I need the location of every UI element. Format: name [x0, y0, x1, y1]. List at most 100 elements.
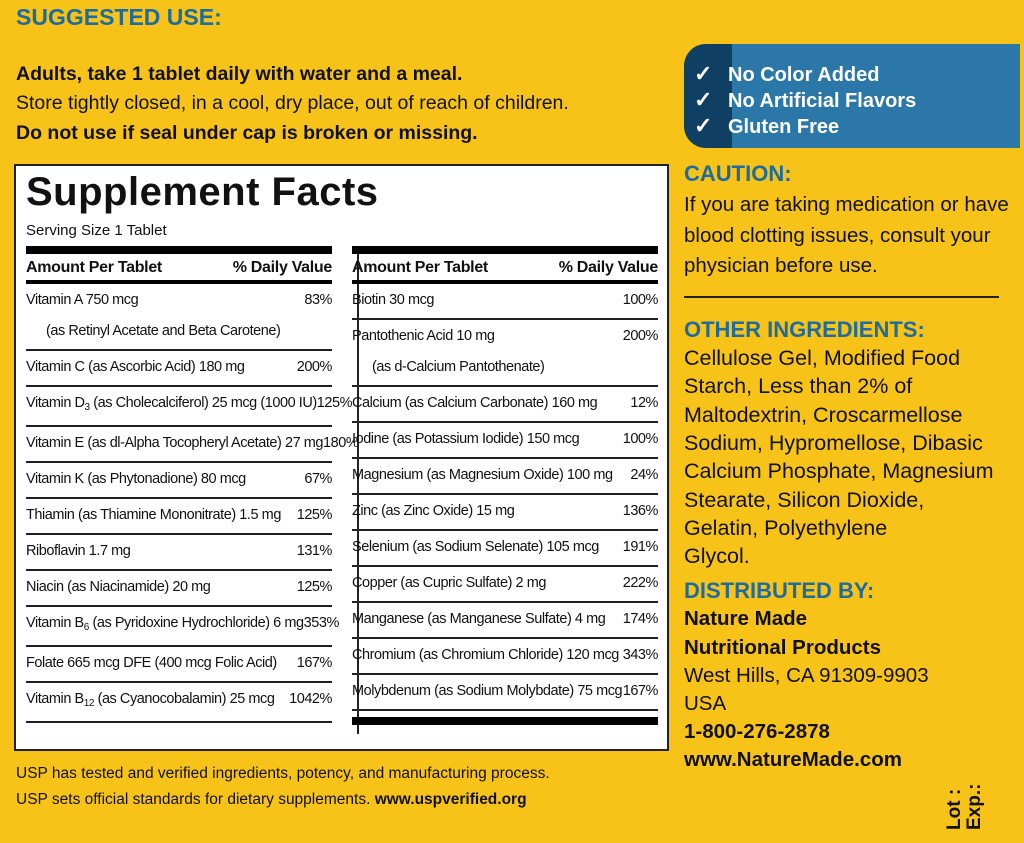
daily-value: 131%	[296, 543, 333, 559]
nutrient-text: Selenium (as Sodium Selenate) 105 mcg	[352, 539, 599, 555]
claim-no-flavors: ✓ No Artificial Flavors	[694, 87, 916, 113]
nutrient-name: Folate 665 mcg DFE (400 mcg Folic Acid)	[26, 655, 277, 672]
nutrient-text: Zinc (as Zinc Oxide) 15 mg	[352, 503, 515, 519]
daily-value: 100%	[622, 292, 659, 308]
daily-value: 200%	[622, 328, 659, 344]
nutrient-text-cont: (as Cyanocobalamin) 25 mcg	[93, 691, 275, 707]
ingredient-line: Maltodextrin, Croscarmellose	[684, 402, 963, 427]
ingredient-line: Gelatin, Polyethylene	[684, 515, 888, 540]
daily-value: 100%	[622, 431, 659, 447]
daily-value: 174%	[622, 611, 659, 627]
ingredient-line: Glycol.	[684, 544, 750, 569]
nutrient-name: Niacin (as Niacinamide) 20 mg	[26, 579, 211, 596]
table-header: Amount Per Tablet % Daily Value	[26, 254, 332, 280]
claim-no-color: ✓ No Color Added	[694, 61, 879, 87]
distributed-by-heading: DISTRIBUTED BY:	[684, 578, 875, 603]
nutrient-name: Selenium (as Sodium Selenate) 105 mcg	[352, 539, 599, 556]
other-ingredients-heading: OTHER INGREDIENTS:	[684, 317, 925, 342]
serving-size: Serving Size 1 Tablet	[26, 222, 167, 239]
checkmark-icon: ✓	[694, 113, 713, 138]
nutrient-text: Chromium (as Chromium Chloride) 120 mcg	[352, 647, 619, 663]
nutrient-name: Riboflavin 1.7 mg	[26, 543, 131, 560]
nutrient-text: Calcium (as Calcium Carbonate) 160 mg	[352, 395, 598, 411]
nutrient-name: Magnesium (as Magnesium Oxide) 100 mg	[352, 467, 613, 484]
daily-value: 125%	[296, 579, 333, 595]
nutrient-text: Niacin (as Niacinamide) 20 mg	[26, 579, 211, 595]
nutrient-name: Vitamin C (as Ascorbic Acid) 180 mg	[26, 359, 245, 376]
nutrient-row: Chromium (as Chromium Chloride) 120 mcg 3…	[352, 639, 658, 675]
nutrient-text: Magnesium (as Magnesium Oxide) 100 mg	[352, 467, 613, 483]
nutrient-row: Vitamin B12 (as Cyanocobalamin) 25 mcg 10…	[26, 683, 332, 723]
end-rule	[352, 717, 658, 725]
nutrient-row: Vitamin C (as Ascorbic Acid) 180 mg 200%	[26, 351, 332, 387]
nutrient-text-cont: (as Cholecalciferol) 25 mcg (1000 IU)	[89, 395, 317, 411]
nutrient-row: Vitamin A 750 mcg (as Retinyl Acetate and…	[26, 284, 332, 351]
ingredient-line: Stearate, Silicon Dioxide,	[684, 487, 925, 512]
nutrient-name: Chromium (as Chromium Chloride) 120 mcg	[352, 647, 619, 664]
website-link[interactable]: www.NatureMade.com	[684, 748, 902, 771]
subscript: 6	[83, 622, 90, 633]
lot-exp-stamp: Lot : Exp.:	[944, 784, 985, 830]
nutrient-text: Vitamin C (as Ascorbic Acid) 180 mg	[26, 359, 245, 375]
nutrient-text: Manganese (as Manganese Sulfate) 4 mg	[352, 611, 606, 627]
nutrient-text: Thiamin (as Thiamine Mononitrate) 1.5 mg	[26, 507, 281, 523]
nutrient-row: Biotin 30 mcg 100%	[352, 284, 658, 320]
amount-header: Amount Per Tablet	[352, 259, 488, 276]
daily-value: 167%	[296, 655, 333, 671]
daily-value: 1042%	[289, 691, 332, 707]
nutrient-name: Vitamin E (as dl-Alpha Tocopheryl Acetat…	[26, 435, 323, 452]
nutrient-row: Calcium (as Calcium Carbonate) 160 mg 12%	[352, 387, 658, 423]
claims-badge: ✓ No Color Added ✓ No Artificial Flavors ✓…	[684, 44, 1020, 148]
divider	[684, 296, 999, 298]
nutrient-text: Vitamin D	[26, 395, 85, 411]
nutrient-row: Zinc (as Zinc Oxide) 15 mg 136%	[352, 495, 658, 531]
usp-statement: USP has tested and verified ingredients,…	[16, 765, 550, 782]
nutrient-name: Vitamin B12 (as Cyanocobalamin) 25 mcg	[26, 691, 275, 712]
nutrient-text: Vitamin A 750 mcg	[26, 292, 139, 308]
nutrient-text: Vitamin B	[26, 691, 84, 707]
daily-value: 83%	[304, 292, 332, 308]
nutrient-row: Manganese (as Manganese Sulfate) 4 mg 174…	[352, 603, 658, 639]
nutrient-row: Iodine (as Potassium Iodide) 150 mcg 100%	[352, 423, 658, 459]
daily-value: 136%	[622, 503, 659, 519]
nutrient-name: Molybdenum (as Sodium Molybdate) 75 mcg	[352, 683, 623, 700]
nutrient-row: Vitamin E (as dl-Alpha Tocopheryl Acetat…	[26, 427, 359, 463]
daily-value: 125%	[316, 395, 353, 411]
caution-line: If you are taking medication or have	[684, 193, 1009, 216]
nutrient-name: Calcium (as Calcium Carbonate) 160 mg	[352, 395, 598, 412]
nutrient-row: Riboflavin 1.7 mg 131%	[26, 535, 332, 571]
amount-header: Amount Per Tablet	[26, 259, 162, 276]
storage-instructions: Store tightly closed, in a cool, dry pla…	[16, 92, 569, 114]
nutrient-row: Selenium (as Sodium Selenate) 105 mcg 191…	[352, 531, 658, 567]
nutrient-text: Vitamin E (as dl-Alpha Tocopheryl Acetat…	[26, 435, 324, 451]
nutrient-text: Folate 665 mcg DFE (400 mcg Folic Acid)	[26, 655, 277, 671]
nutrient-text: Pantothenic Acid 10 mg	[352, 328, 495, 344]
claim-text: No Artificial Flavors	[728, 90, 917, 112]
nutrient-text: Vitamin K (as Phytonadione) 80 mcg	[26, 471, 246, 487]
daily-value: 24%	[630, 467, 658, 483]
nutrient-row: Thiamin (as Thiamine Mononitrate) 1.5 mg…	[26, 499, 332, 535]
ingredient-line: Sodium, Hypromellose, Dibasic	[684, 430, 983, 455]
daily-value: 222%	[622, 575, 659, 591]
nutrient-text: Vitamin B	[26, 615, 84, 631]
daily-value: 12%	[630, 395, 658, 411]
nutrient-source: (as d-Calcium Pantothenate)	[372, 359, 545, 375]
nutrient-name: Vitamin B6 (as Pyridoxine Hydrochloride)…	[26, 615, 304, 636]
nutrient-name: Zinc (as Zinc Oxide) 15 mg	[352, 503, 515, 520]
nutrient-text: Riboflavin 1.7 mg	[26, 543, 131, 559]
dv-header: % Daily Value	[558, 259, 659, 276]
nutrient-text: Molybdenum (as Sodium Molybdate) 75 mcg	[352, 683, 623, 699]
daily-value: 191%	[622, 539, 659, 555]
subscript: 12	[83, 698, 95, 709]
lot-label: Lot :	[944, 788, 965, 830]
usp-link[interactable]: www.uspverified.org	[374, 791, 527, 808]
daily-value: 67%	[304, 471, 332, 487]
nutrient-name: Pantothenic Acid 10 mg (as d-Calcium Pant…	[352, 328, 545, 376]
ingredient-line: Cellulose Gel, Modified Food	[684, 346, 961, 370]
nutrient-row: Vitamin B6 (as Pyridoxine Hydrochloride)…	[26, 607, 339, 647]
nutrient-row: Niacin (as Niacinamide) 20 mg 125%	[26, 571, 332, 607]
nutrient-text: Biotin 30 mcg	[352, 292, 434, 308]
distributor-address: West Hills, CA 91309-9903	[684, 664, 929, 687]
nutrient-name: Iodine (as Potassium Iodide) 150 mcg	[352, 431, 580, 448]
usp-standards: USP sets official standards for dietary …	[16, 791, 527, 809]
